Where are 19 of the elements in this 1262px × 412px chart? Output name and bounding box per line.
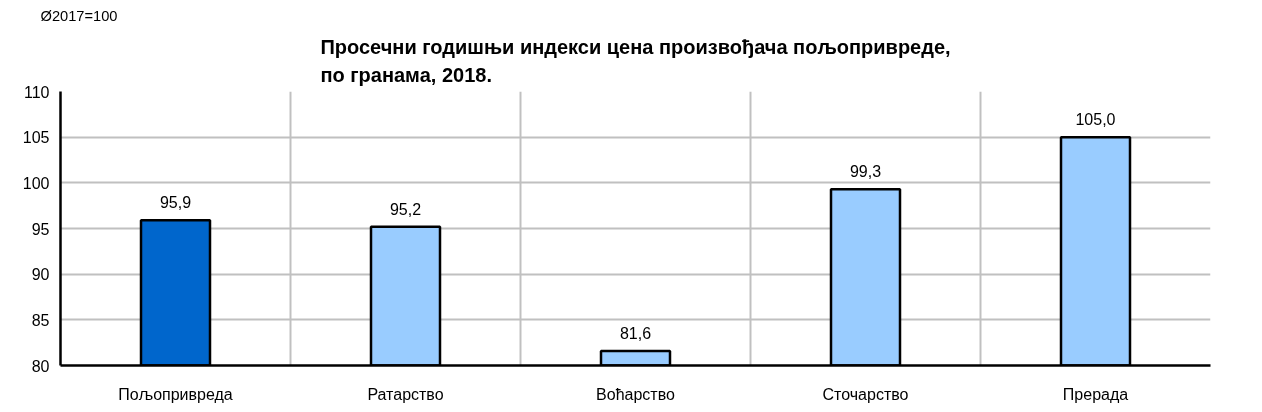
x-tick-label: Ратарство: [367, 385, 444, 403]
y-tick-label: 110: [23, 83, 50, 101]
y-tick-label: 95: [31, 220, 50, 238]
x-tick-label: Сточарство: [822, 385, 909, 403]
y-tick-label: 85: [31, 311, 50, 329]
x-tick-label: Воћарство: [596, 385, 676, 403]
x-tick-label: Прерада: [1062, 385, 1129, 403]
y-tick-label: 80: [31, 357, 50, 375]
data-label: 81,6: [619, 324, 652, 342]
data-label: 95,9: [159, 194, 192, 212]
y-tick-label: 90: [31, 266, 50, 284]
y-axis-title: Ø2017=100: [40, 7, 118, 24]
data-label: 99,3: [849, 163, 882, 181]
y-tick-label: 100: [22, 174, 50, 192]
chart-title: Просечни годишњи индекси цена произвођача пољопривреде, по гранама, 2018.: [320, 35, 951, 87]
y-tick-label: 105: [22, 129, 50, 147]
data-label: 105,0: [1075, 111, 1116, 129]
x-tick-label: Пољопривреда: [118, 385, 233, 403]
data-label: 95,2: [389, 200, 422, 218]
